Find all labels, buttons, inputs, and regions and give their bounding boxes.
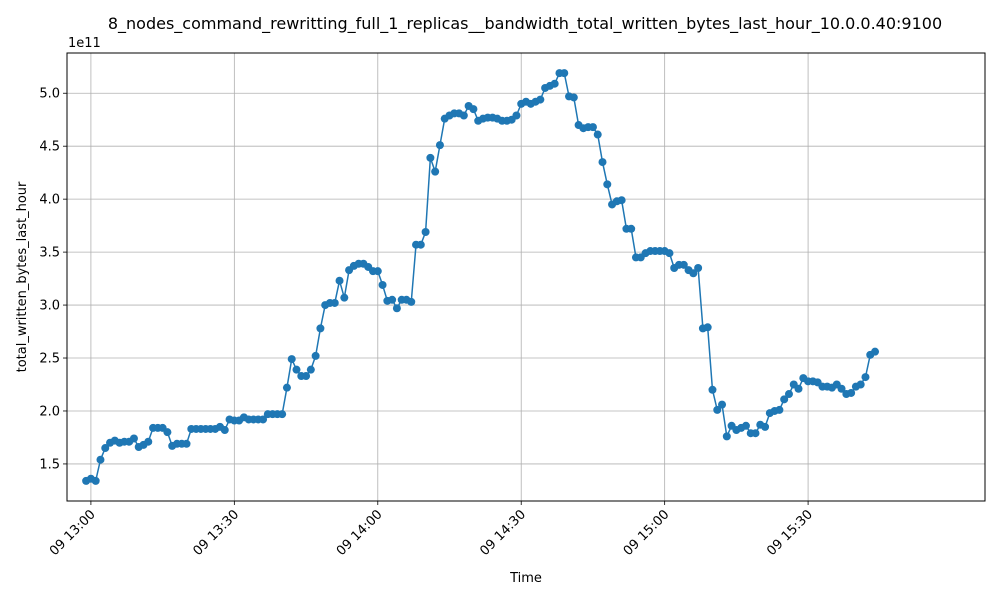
- series-line: [85, 72, 876, 482]
- data-point: [335, 276, 344, 285]
- data-point: [316, 324, 325, 333]
- plot-frame: [66, 52, 986, 502]
- data-point: [871, 347, 880, 356]
- data-point: [220, 426, 229, 435]
- data-point: [861, 373, 870, 382]
- data-point: [780, 395, 789, 404]
- x-tick-label: 09 14:00: [334, 507, 386, 559]
- y-tick-label: 1.5: [39, 457, 60, 472]
- data-point: [144, 437, 153, 446]
- data-point: [713, 405, 722, 414]
- data-point: [751, 429, 760, 438]
- x-axis-label: Time: [509, 571, 542, 586]
- data-point: [459, 111, 468, 120]
- data-point: [96, 455, 105, 464]
- data-point: [407, 297, 416, 306]
- data-point: [306, 365, 315, 374]
- data-point: [550, 79, 559, 88]
- data-point: [302, 372, 311, 381]
- data-point: [847, 388, 856, 397]
- data-point: [373, 267, 382, 276]
- data-point: [91, 476, 100, 485]
- x-axis: 09 13:00 09 13:30 09 14:00 09 14:30 09 15:00…: [47, 501, 816, 559]
- data-point: [560, 69, 569, 78]
- data-point: [689, 269, 698, 278]
- data-point: [569, 93, 578, 102]
- y-tick-label: 2.5: [39, 352, 60, 367]
- data-point: [598, 158, 607, 167]
- data-point: [129, 434, 138, 443]
- data-point: [287, 355, 296, 364]
- data-point: [278, 410, 287, 419]
- data-point: [469, 105, 478, 114]
- data-point: [856, 380, 865, 389]
- y-tick-label: 3.0: [39, 299, 60, 314]
- data-point: [761, 422, 770, 431]
- data-point: [378, 280, 387, 289]
- y-axis: 1.5 2.0 2.5 3.0 3.5 4.0 4.5 5.0: [39, 87, 67, 472]
- data-point: [311, 351, 320, 360]
- series-group: [82, 69, 880, 485]
- y-tick-label: 4.0: [39, 193, 60, 208]
- data-point: [416, 240, 425, 249]
- data-point: [794, 384, 803, 393]
- chart-title: 8_nodes_command_rewritting_full_1_replic…: [108, 14, 942, 34]
- x-tick-label: 09 14:30: [477, 507, 529, 559]
- data-point: [703, 323, 712, 332]
- data-point: [694, 264, 703, 272]
- x-tick-label: 09 13:30: [190, 507, 242, 559]
- data-point: [163, 428, 172, 437]
- x-tick-label: 09 15:30: [764, 507, 816, 559]
- data-point: [741, 421, 750, 430]
- x-tick-label: 09 15:00: [621, 507, 673, 559]
- data-point: [282, 383, 291, 392]
- data-point: [392, 304, 401, 313]
- grid-lines: [67, 53, 985, 501]
- data-point: [627, 224, 636, 233]
- x-tick-label: 09 13:00: [47, 507, 99, 559]
- y-tick-label: 4.5: [39, 140, 60, 155]
- data-point: [388, 295, 397, 304]
- data-point: [588, 123, 597, 132]
- y-tick-label: 5.0: [39, 87, 60, 102]
- y-offset-label: 1e11: [68, 36, 101, 51]
- y-tick-label: 3.5: [39, 246, 60, 261]
- data-point: [536, 95, 545, 104]
- data-point: [101, 444, 110, 453]
- data-point: [435, 141, 444, 150]
- data-point: [718, 400, 727, 409]
- data-point: [182, 439, 191, 448]
- data-point: [426, 153, 435, 162]
- data-point: [617, 196, 626, 205]
- data-point: [722, 432, 731, 441]
- data-point: [708, 385, 717, 394]
- data-point: [665, 249, 674, 258]
- data-point: [679, 260, 688, 269]
- data-point: [603, 180, 612, 189]
- data-point: [512, 111, 521, 120]
- data-point: [837, 384, 846, 393]
- data-point: [784, 390, 793, 399]
- data-point: [330, 298, 339, 307]
- data-point: [421, 227, 430, 236]
- data-point: [775, 405, 784, 414]
- y-axis-label: total_written_bytes_last_hour: [15, 181, 30, 372]
- data-point: [593, 130, 602, 139]
- data-point: [292, 365, 301, 374]
- data-point: [340, 293, 349, 302]
- data-point: [259, 415, 268, 424]
- y-tick-label: 2.0: [39, 404, 60, 419]
- data-point: [431, 167, 440, 176]
